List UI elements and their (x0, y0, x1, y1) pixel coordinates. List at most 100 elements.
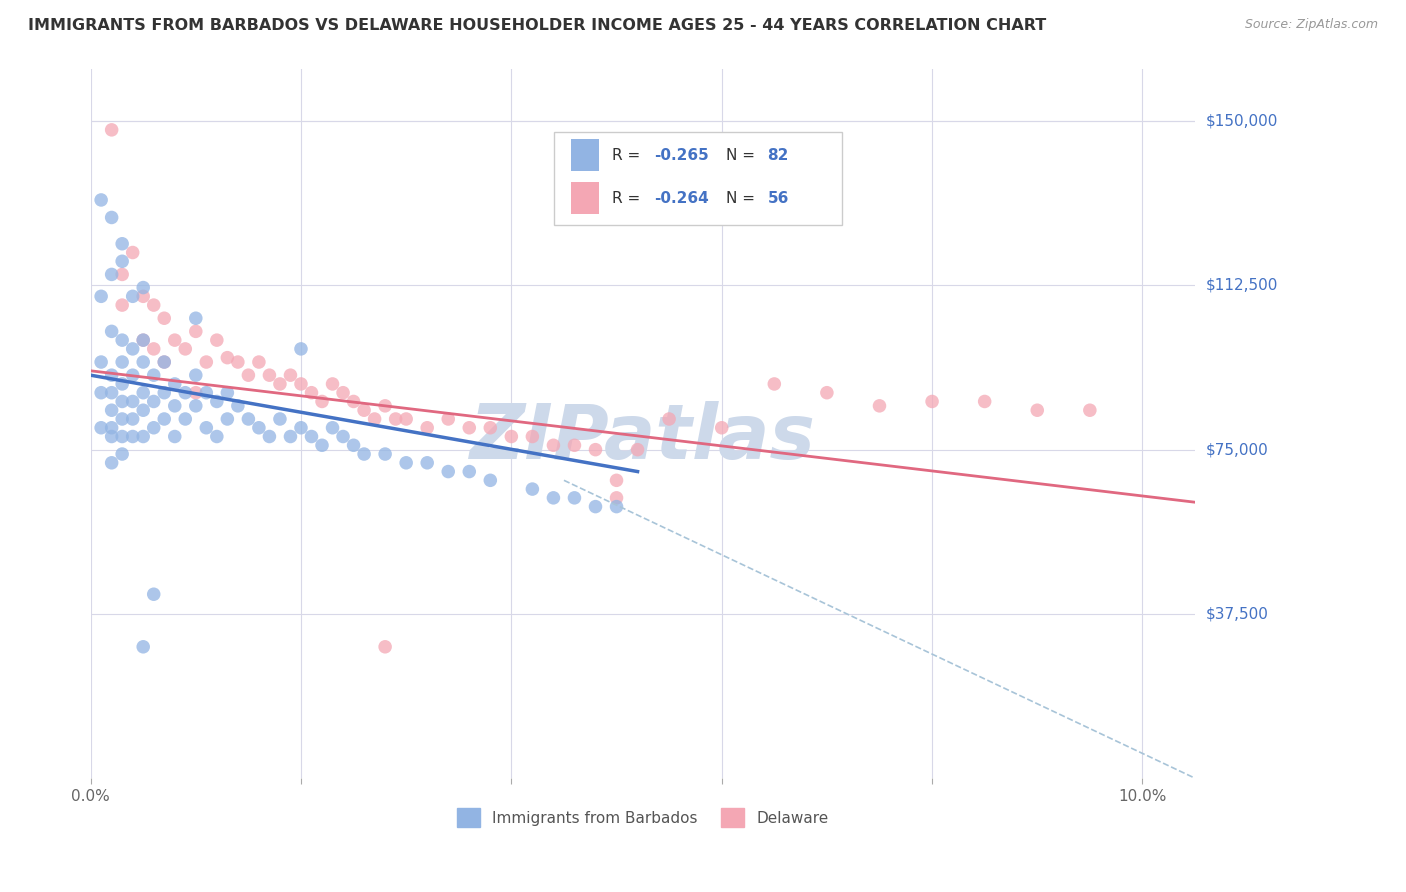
Point (111, 429, 134, 443)
Point (153, 385, 176, 400)
Text: -0.264: -0.264 (654, 191, 709, 205)
Point (111, 447, 134, 461)
Point (290, 342, 312, 356)
Point (522, 429, 544, 443)
Point (395, 456, 418, 470)
Point (90, 385, 112, 400)
Point (564, 438, 586, 452)
Point (132, 333, 155, 347)
Point (153, 311, 176, 326)
Point (142, 394, 165, 409)
Point (90, 355, 112, 369)
Point (132, 280, 155, 294)
Point (374, 399, 396, 413)
Point (290, 421, 312, 435)
Point (111, 298, 134, 312)
Point (100, 211, 122, 225)
Point (238, 368, 260, 383)
Point (184, 385, 207, 400)
Point (416, 456, 439, 470)
Point (100, 324, 122, 338)
Point (458, 465, 481, 479)
Point (290, 376, 312, 391)
Point (163, 376, 186, 391)
Point (174, 385, 197, 400)
Point (226, 399, 249, 413)
Text: $37,500: $37,500 (1206, 607, 1270, 622)
Point (458, 421, 481, 435)
Bar (571, 182, 599, 214)
Point (269, 376, 291, 391)
Text: -0.265: -0.265 (654, 148, 709, 163)
Point (163, 429, 186, 443)
Point (342, 438, 364, 452)
Point (479, 473, 502, 487)
Point (132, 429, 155, 443)
Point (205, 394, 228, 409)
Point (437, 465, 460, 479)
Point (374, 447, 396, 461)
Point (142, 298, 165, 312)
Point (132, 640, 155, 654)
Point (363, 412, 385, 426)
Point (100, 368, 122, 383)
Point (501, 429, 523, 443)
Point (259, 429, 281, 443)
Point (90, 193, 112, 207)
Text: ZIPatlas: ZIPatlas (470, 401, 815, 475)
Point (111, 412, 134, 426)
Point (111, 355, 134, 369)
Point (174, 412, 197, 426)
Text: Source: ZipAtlas.com: Source: ZipAtlas.com (1244, 18, 1378, 31)
Point (100, 403, 122, 417)
Point (142, 587, 165, 601)
Text: $112,500: $112,500 (1206, 278, 1278, 293)
Bar (571, 139, 599, 171)
Point (184, 399, 207, 413)
Point (710, 421, 733, 435)
Point (100, 456, 122, 470)
Point (301, 429, 323, 443)
Point (384, 412, 406, 426)
Point (1026, 403, 1049, 417)
Point (111, 236, 134, 251)
Point (332, 429, 354, 443)
Point (353, 403, 375, 417)
Text: 56: 56 (768, 191, 789, 205)
Point (132, 289, 155, 303)
Point (142, 421, 165, 435)
Point (217, 351, 239, 365)
Point (921, 394, 943, 409)
Point (121, 429, 143, 443)
Point (479, 421, 502, 435)
Point (205, 333, 228, 347)
Point (121, 368, 143, 383)
Point (132, 403, 155, 417)
Point (121, 245, 143, 260)
Point (163, 333, 186, 347)
Point (543, 438, 565, 452)
Point (763, 376, 786, 391)
Point (238, 412, 260, 426)
Point (301, 385, 323, 400)
Point (217, 385, 239, 400)
Point (353, 447, 375, 461)
Point (280, 429, 302, 443)
Text: IMMIGRANTS FROM BARBADOS VS DELAWARE HOUSEHOLDER INCOME AGES 25 - 44 YEARS CORRE: IMMIGRANTS FROM BARBADOS VS DELAWARE HOU… (28, 18, 1046, 33)
Text: 82: 82 (768, 148, 789, 163)
Point (90, 289, 112, 303)
Point (247, 421, 270, 435)
Point (121, 412, 143, 426)
Point (195, 421, 218, 435)
Point (311, 394, 333, 409)
Point (111, 268, 134, 282)
Point (869, 399, 891, 413)
Point (564, 491, 586, 505)
Point (163, 399, 186, 413)
Point (322, 376, 344, 391)
Point (395, 412, 418, 426)
Point (205, 429, 228, 443)
Point (142, 368, 165, 383)
Point (374, 640, 396, 654)
Point (585, 500, 607, 514)
